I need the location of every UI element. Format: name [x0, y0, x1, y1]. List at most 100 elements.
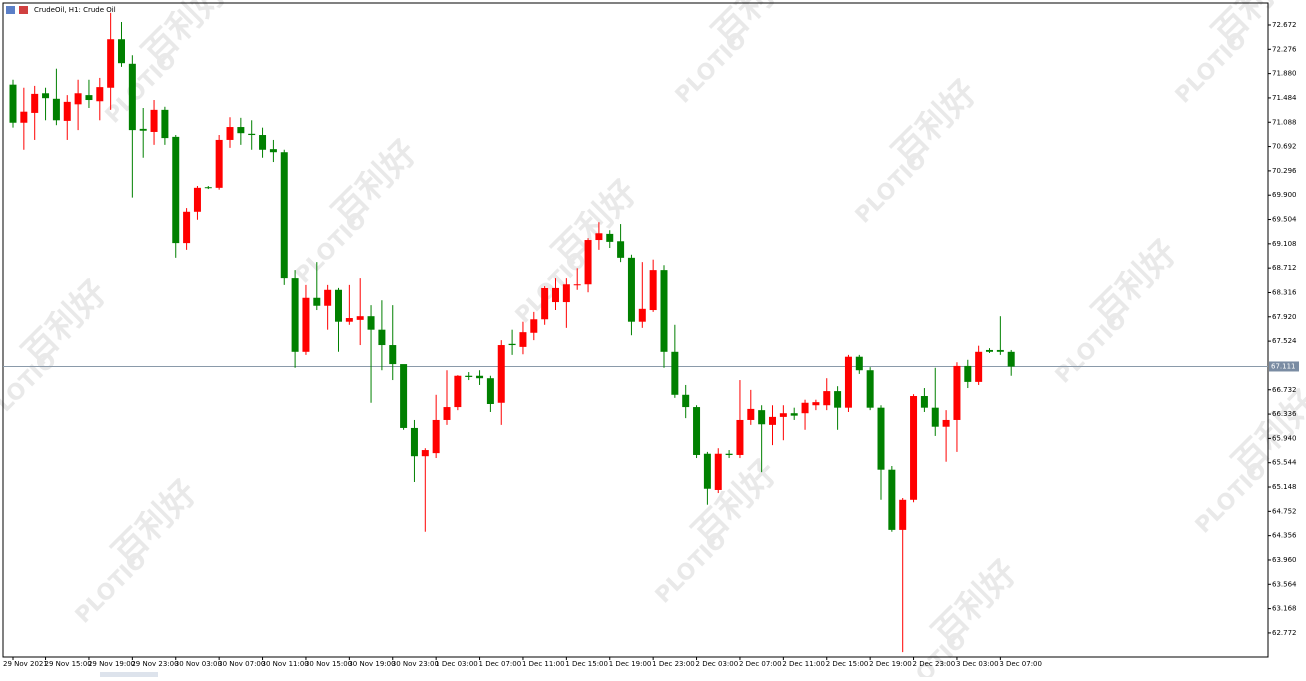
candle-body: [42, 93, 50, 99]
candle-body: [367, 316, 375, 330]
candle-body: [552, 287, 559, 303]
candle-body: [324, 289, 332, 306]
candle-body: [530, 319, 538, 333]
candle-body: [986, 349, 993, 352]
candle-body: [975, 351, 983, 382]
y-tick-label: 65.544: [1272, 459, 1297, 467]
candle-body: [823, 391, 831, 406]
y-tick-label: 63.960: [1272, 556, 1297, 564]
candle-body: [779, 413, 787, 417]
candle-body: [627, 257, 635, 322]
y-tick-label: 72.276: [1272, 45, 1297, 53]
candle-body: [660, 270, 668, 352]
candle-body: [1007, 351, 1015, 367]
icon: [6, 6, 15, 14]
candle-body: [248, 133, 256, 136]
candle-body: [269, 149, 277, 153]
candle-body: [421, 450, 429, 457]
x-tick-label: 1 Dec 07:00: [479, 660, 522, 668]
candle-body: [497, 345, 505, 403]
x-tick-label: 2 Dec 23:00: [913, 660, 956, 668]
candle-body: [790, 413, 798, 416]
candle-body: [118, 39, 125, 64]
y-tick-label: 63.564: [1272, 580, 1297, 588]
candle-body: [226, 127, 234, 140]
candle-body: [302, 297, 310, 352]
candle-body: [204, 187, 212, 189]
y-tick-label: 65.148: [1272, 483, 1297, 491]
candle-body: [31, 93, 39, 113]
y-tick-label: 68.712: [1272, 264, 1297, 272]
candle-body: [758, 410, 766, 425]
candle-body: [931, 407, 939, 427]
candle-body: [356, 316, 364, 320]
candle-body: [964, 365, 972, 382]
x-tick-label: 1 Dec 23:00: [652, 660, 695, 668]
x-tick-label: 2 Dec 03:00: [696, 660, 739, 668]
x-tick-label: 29 Nov 2021: [3, 660, 48, 668]
y-tick-label: 68.316: [1272, 288, 1297, 296]
candle-body: [801, 402, 809, 414]
x-tick-label: 29 Nov 23:00: [131, 660, 178, 668]
candle-body: [400, 364, 408, 428]
x-tick-label: 2 Dec 11:00: [782, 660, 825, 668]
candle-body: [844, 356, 852, 408]
candle-body: [291, 278, 299, 352]
candle-body: [259, 135, 267, 150]
candle-body: [345, 318, 353, 322]
candle-body: [63, 101, 71, 121]
candle-body: [573, 284, 581, 286]
candle-body: [584, 240, 592, 285]
candle-body: [617, 241, 625, 258]
candle-body: [280, 152, 288, 279]
candle-body: [139, 128, 147, 131]
x-tick-label: 30 Nov 03:00: [175, 660, 222, 668]
candle-body: [237, 127, 245, 134]
y-tick-label: 72.672: [1272, 21, 1297, 29]
y-tick-label: 66.732: [1272, 386, 1297, 394]
y-tick-label: 69.108: [1272, 240, 1297, 248]
y-tick-label: 70.692: [1272, 143, 1297, 151]
x-tick-label: 30 Nov 11:00: [262, 660, 309, 668]
y-tick-label: 66.336: [1272, 410, 1297, 418]
candle-body: [910, 396, 918, 500]
candle-body: [486, 378, 494, 404]
y-tick-label: 62.772: [1272, 629, 1297, 637]
candle-body: [443, 407, 451, 420]
y-tick-label: 64.752: [1272, 507, 1297, 515]
candle-body: [508, 343, 516, 346]
scrollbar[interactable]: [100, 672, 158, 677]
plot-frame: [2, 2, 1269, 658]
candle-body: [812, 402, 820, 406]
x-tick-label: 30 Nov 19:00: [348, 660, 395, 668]
candle-body: [161, 109, 169, 139]
candle-body: [96, 87, 104, 102]
y-tick-label: 69.504: [1272, 216, 1297, 224]
candle-body: [888, 469, 896, 530]
candle-body: [183, 211, 191, 244]
candle-body: [335, 289, 342, 322]
candle-body: [150, 109, 158, 132]
y-tick-label: 64.356: [1272, 532, 1297, 540]
candle-body: [410, 427, 418, 457]
candle-body: [703, 453, 711, 489]
y-tick-label: 67.920: [1272, 313, 1297, 321]
x-tick-label: 3 Dec 07:00: [999, 660, 1042, 668]
candle-body: [649, 270, 657, 311]
y-tick-label: 69.900: [1272, 191, 1297, 199]
y-tick-label: 71.484: [1272, 94, 1297, 102]
candle-body: [920, 396, 928, 408]
candle-body: [9, 84, 17, 123]
candle-body: [769, 416, 776, 425]
x-tick-label: 2 Dec 15:00: [826, 660, 869, 668]
candle-body: [215, 139, 223, 188]
y-tick-label: 71.880: [1272, 70, 1297, 78]
candle-body: [128, 63, 136, 131]
candle-body: [693, 407, 701, 455]
candle-body: [519, 332, 527, 347]
candle-body: [454, 375, 462, 408]
candle-body: [682, 394, 690, 408]
x-tick-label: 29 Nov 19:00: [88, 660, 135, 668]
